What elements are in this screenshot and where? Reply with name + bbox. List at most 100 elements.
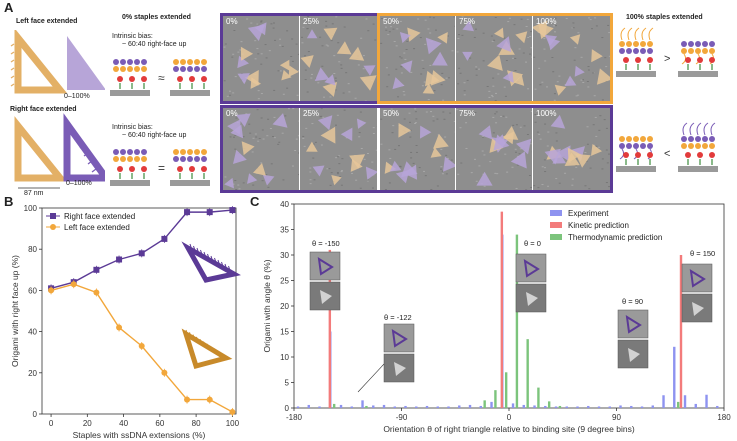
afm-texture bbox=[300, 16, 377, 101]
origami-triangle-particle bbox=[425, 70, 440, 87]
afm-noise bbox=[313, 179, 316, 181]
afm-noise bbox=[418, 167, 421, 169]
afm-noise bbox=[329, 184, 332, 186]
afm-noise bbox=[302, 26, 305, 28]
afm-noise bbox=[265, 57, 268, 59]
afm-noise bbox=[601, 37, 604, 39]
afm-noise bbox=[605, 149, 608, 151]
afm-noise bbox=[547, 131, 550, 133]
afm-noise bbox=[309, 167, 312, 169]
afm-noise bbox=[442, 99, 445, 101]
afm-percent-label: 50% bbox=[383, 17, 400, 26]
series-0-bar bbox=[565, 406, 568, 408]
afm-noise bbox=[412, 162, 415, 164]
afm-noise bbox=[277, 70, 280, 72]
afm-noise bbox=[593, 144, 596, 146]
afm-noise bbox=[272, 22, 275, 24]
series-0-bar bbox=[307, 404, 310, 408]
afm-texture bbox=[302, 108, 377, 189]
origami-triangle-particle bbox=[575, 154, 591, 168]
afm-noise bbox=[234, 148, 237, 150]
afm-noise bbox=[436, 118, 439, 120]
afm-noise bbox=[261, 129, 264, 131]
inset-schematic bbox=[681, 263, 713, 293]
series-2-bar bbox=[504, 372, 508, 408]
afm-noise bbox=[493, 39, 496, 41]
afm-noise bbox=[256, 109, 259, 111]
afm-noise bbox=[338, 163, 341, 165]
afm-noise bbox=[514, 69, 517, 71]
series-0-bar bbox=[382, 404, 386, 408]
afm-noise bbox=[360, 148, 363, 150]
series-0-point bbox=[184, 209, 191, 216]
origami-triangle-particle bbox=[359, 75, 377, 91]
origami-triangle-particle bbox=[320, 126, 336, 144]
origami-triangle-particle bbox=[254, 22, 267, 36]
afm-noise bbox=[534, 88, 537, 90]
afm-noise bbox=[337, 42, 340, 44]
afm-noise bbox=[408, 112, 411, 114]
afm-noise bbox=[281, 45, 284, 47]
afm-noise bbox=[337, 156, 340, 158]
origami-triangle-particle bbox=[516, 138, 532, 155]
afm-noise bbox=[260, 117, 263, 119]
origami-triangle-particle bbox=[250, 77, 261, 89]
afm-noise bbox=[536, 131, 539, 133]
afm-noise bbox=[445, 154, 448, 156]
afm-noise bbox=[249, 132, 252, 134]
afm-noise bbox=[279, 70, 282, 72]
afm-noise bbox=[463, 90, 466, 92]
afm-noise bbox=[397, 145, 400, 147]
afm-noise bbox=[374, 39, 377, 41]
afm-noise bbox=[254, 58, 257, 60]
origami-triangle-particle bbox=[350, 158, 363, 172]
afm-noise bbox=[235, 117, 238, 119]
afm-noise bbox=[254, 40, 257, 42]
series-2-bar bbox=[537, 387, 540, 408]
afm-noise bbox=[414, 122, 417, 124]
afm-noise bbox=[410, 151, 413, 153]
origami-triangle-particle bbox=[312, 165, 325, 177]
afm-noise bbox=[469, 57, 472, 59]
afm-noise bbox=[384, 26, 387, 28]
afm-noise bbox=[345, 137, 348, 139]
origami-triangle-particle bbox=[478, 125, 493, 140]
series-0-bar bbox=[683, 395, 687, 408]
afm-noise bbox=[260, 63, 263, 65]
inset-annotation: θ = -150 bbox=[312, 239, 340, 248]
x-tick-label: 90 bbox=[612, 413, 621, 422]
afm-top-tile: 25% bbox=[300, 16, 377, 101]
zero-staples-title: 0% staples extended bbox=[122, 14, 191, 21]
origami-triangle-particle bbox=[317, 115, 333, 131]
origami-triangle-particle bbox=[494, 27, 504, 39]
afm-noise bbox=[321, 45, 324, 47]
series-0-bar bbox=[630, 405, 633, 408]
afm-noise bbox=[312, 143, 315, 145]
origami-triangle-particle bbox=[437, 32, 448, 44]
origami-triangle-particle bbox=[495, 134, 506, 145]
origami-triangle-particle bbox=[502, 70, 514, 83]
afm-noise bbox=[233, 136, 236, 138]
afm-noise bbox=[552, 25, 555, 27]
afm-noise bbox=[405, 48, 408, 50]
afm-noise bbox=[327, 45, 330, 47]
afm-noise bbox=[295, 43, 298, 45]
series-1-bar bbox=[500, 211, 504, 408]
afm-noise bbox=[286, 87, 289, 89]
afm-noise bbox=[409, 121, 412, 123]
afm-noise bbox=[470, 172, 473, 174]
afm-noise bbox=[441, 72, 444, 74]
origami-triangle-particle bbox=[363, 65, 376, 76]
afm-noise bbox=[605, 127, 608, 129]
origami-triangle-particle bbox=[462, 51, 473, 61]
afm-noise bbox=[513, 24, 516, 26]
afm-noise bbox=[279, 38, 282, 40]
series-0-bar bbox=[318, 406, 321, 408]
afm-noise bbox=[362, 68, 365, 70]
series-0-bar bbox=[404, 405, 407, 408]
afm-noise bbox=[423, 81, 426, 83]
afm-noise bbox=[291, 38, 294, 40]
afm-noise bbox=[538, 67, 541, 69]
afm-noise bbox=[277, 143, 280, 145]
afm-percent-label: 100% bbox=[536, 109, 557, 118]
